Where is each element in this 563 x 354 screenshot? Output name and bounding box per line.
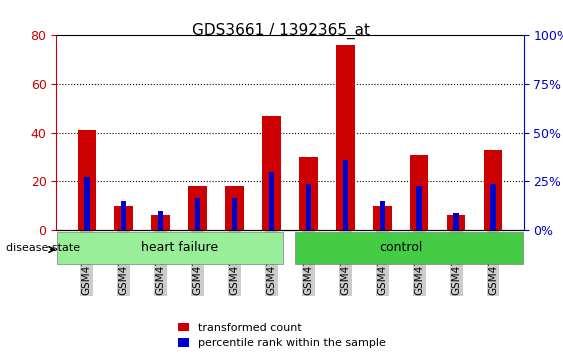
Bar — [269, 172, 274, 230]
Bar — [453, 213, 459, 230]
Bar — [379, 201, 385, 230]
Bar — [373, 206, 391, 230]
Bar — [299, 157, 318, 230]
Bar — [490, 184, 496, 230]
Bar — [84, 177, 90, 230]
Bar — [447, 216, 466, 230]
Bar — [484, 150, 502, 230]
Bar — [417, 186, 422, 230]
Bar — [158, 211, 163, 230]
Bar — [151, 216, 170, 230]
Bar — [78, 130, 96, 230]
Bar — [306, 184, 311, 230]
Bar — [114, 206, 133, 230]
Bar — [225, 186, 244, 230]
Bar — [262, 116, 281, 230]
FancyBboxPatch shape — [57, 232, 283, 264]
Bar — [189, 186, 207, 230]
Text: heart failure: heart failure — [141, 241, 218, 254]
Text: GDS3661 / 1392365_at: GDS3661 / 1392365_at — [193, 23, 370, 39]
Bar — [342, 160, 348, 230]
Bar — [195, 199, 200, 230]
Bar — [410, 155, 428, 230]
Legend: transformed count, percentile rank within the sample: transformed count, percentile rank withi… — [173, 318, 390, 353]
Bar — [121, 201, 127, 230]
FancyBboxPatch shape — [296, 232, 522, 264]
Text: disease state: disease state — [6, 243, 80, 253]
Bar — [336, 45, 355, 230]
Bar — [232, 199, 238, 230]
Text: control: control — [379, 241, 422, 254]
